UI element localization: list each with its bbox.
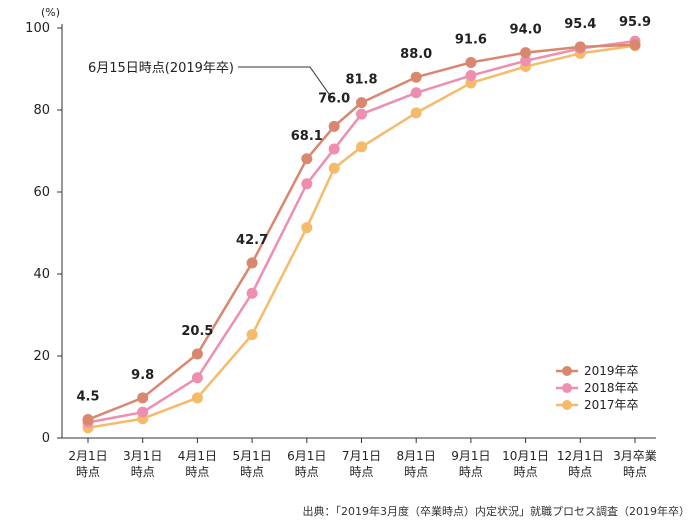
legend: 2019年卒 2018年卒 2017年卒 [556,364,639,412]
data-point-2017 [301,222,313,234]
data-point-2018 [301,178,313,190]
x-tick-label: 時点 [76,465,100,479]
x-tick-label: 8月1日 [397,449,436,463]
x-tick-label: 7月1日 [342,449,381,463]
x-tick-label: 時点 [459,465,483,479]
data-point-2019 [82,414,94,426]
data-label: 9.8 [131,368,154,383]
data-point-2018 [520,55,532,67]
x-tick-label: 5月1日 [232,449,271,463]
data-point-2019 [520,47,532,59]
data-point-2018 [191,372,203,384]
legend-marker [562,366,572,376]
x-tick-label: 時点 [131,465,155,479]
data-point-2019 [191,348,203,360]
data-point-2018 [465,70,477,82]
data-label: 4.5 [76,390,99,405]
x-tick-label: 3月卒業 [613,449,657,463]
data-point-2017 [410,107,422,119]
data-point-2017 [356,141,367,153]
x-tick-label: 10月1日 [502,449,549,463]
x-tick-label: 時点 [349,465,373,479]
data-point-2017 [246,329,258,341]
x-tick-label: 時点 [185,465,209,479]
data-label: 95.9 [619,15,651,30]
data-label: 20.5 [181,324,213,339]
data-point-2019 [328,120,340,132]
data-label: 91.6 [455,32,487,47]
data-point-2019 [410,71,422,83]
data-label: 95.4 [564,17,596,32]
x-tick-label: 時点 [404,465,428,479]
data-point-2018 [410,87,422,99]
x-tick-label: 時点 [240,465,264,479]
data-label: 68.1 [291,129,323,144]
data-point-2017 [191,392,203,404]
series-layer [82,35,641,434]
series-line-2019 [87,43,636,421]
y-tick-label: 20 [33,349,50,364]
data-point-2017 [328,162,340,174]
legend-label: 2018年卒 [584,381,639,395]
data-label: 94.0 [510,23,542,38]
x-tick-label: 時点 [623,465,647,479]
data-point-2019 [137,392,149,404]
source-note: 出典：「2019年3月度（卒業時点）内定状況」就職プロセス調査（2019年卒） [302,505,691,518]
series-line-2017 [87,44,636,429]
y-tick-label: 40 [33,267,50,282]
data-label: 88.0 [400,47,432,62]
data-point-2018 [356,108,367,120]
y-tick-label: 60 [33,185,50,200]
data-point-2018 [246,287,258,299]
y-tick-label: 0 [42,431,50,446]
x-tick-label: 時点 [295,465,319,479]
y-tick-label: 80 [33,103,50,118]
annotation-label: 6月15日時点(2019年卒) [88,61,234,76]
data-point-2019 [356,97,367,109]
x-tick-label: 時点 [568,465,592,479]
x-tick-label: 4月1日 [178,449,217,463]
x-tick-label: 3月1日 [123,449,162,463]
annotation-layer: 6月15日時点(2019年卒) [88,61,333,99]
legend-marker [562,400,572,410]
y-axis-unit: (%) [41,6,60,19]
legend-marker [562,383,572,393]
x-tick-label: 12月1日 [557,449,604,463]
data-point-2019 [301,153,313,165]
data-label: 76.0 [318,91,350,106]
data-point-2019 [629,39,641,51]
data-point-2018 [328,143,340,155]
data-point-2019 [465,56,477,68]
legend-label: 2019年卒 [584,364,639,378]
series-line-2018 [87,39,636,424]
data-point-2019 [574,41,586,53]
x-tick-label: 2月1日 [68,449,107,463]
legend-label: 2017年卒 [584,398,639,412]
y-tick-label: 100 [25,21,50,36]
x-tick-label: 時点 [514,465,538,479]
labels-layer: 4.5 9.8 20.5 42.7 68.1 76.0 81.8 88.0 91.6 94.0 95… [76,15,651,405]
data-label: 81.8 [345,73,377,88]
data-point-2018 [137,406,149,418]
data-point-2019 [246,257,258,269]
x-tick-label: 9月1日 [451,449,490,463]
x-tick-label: 6月1日 [287,449,326,463]
annotation-leader-line [238,66,333,99]
data-label: 42.7 [236,233,268,248]
